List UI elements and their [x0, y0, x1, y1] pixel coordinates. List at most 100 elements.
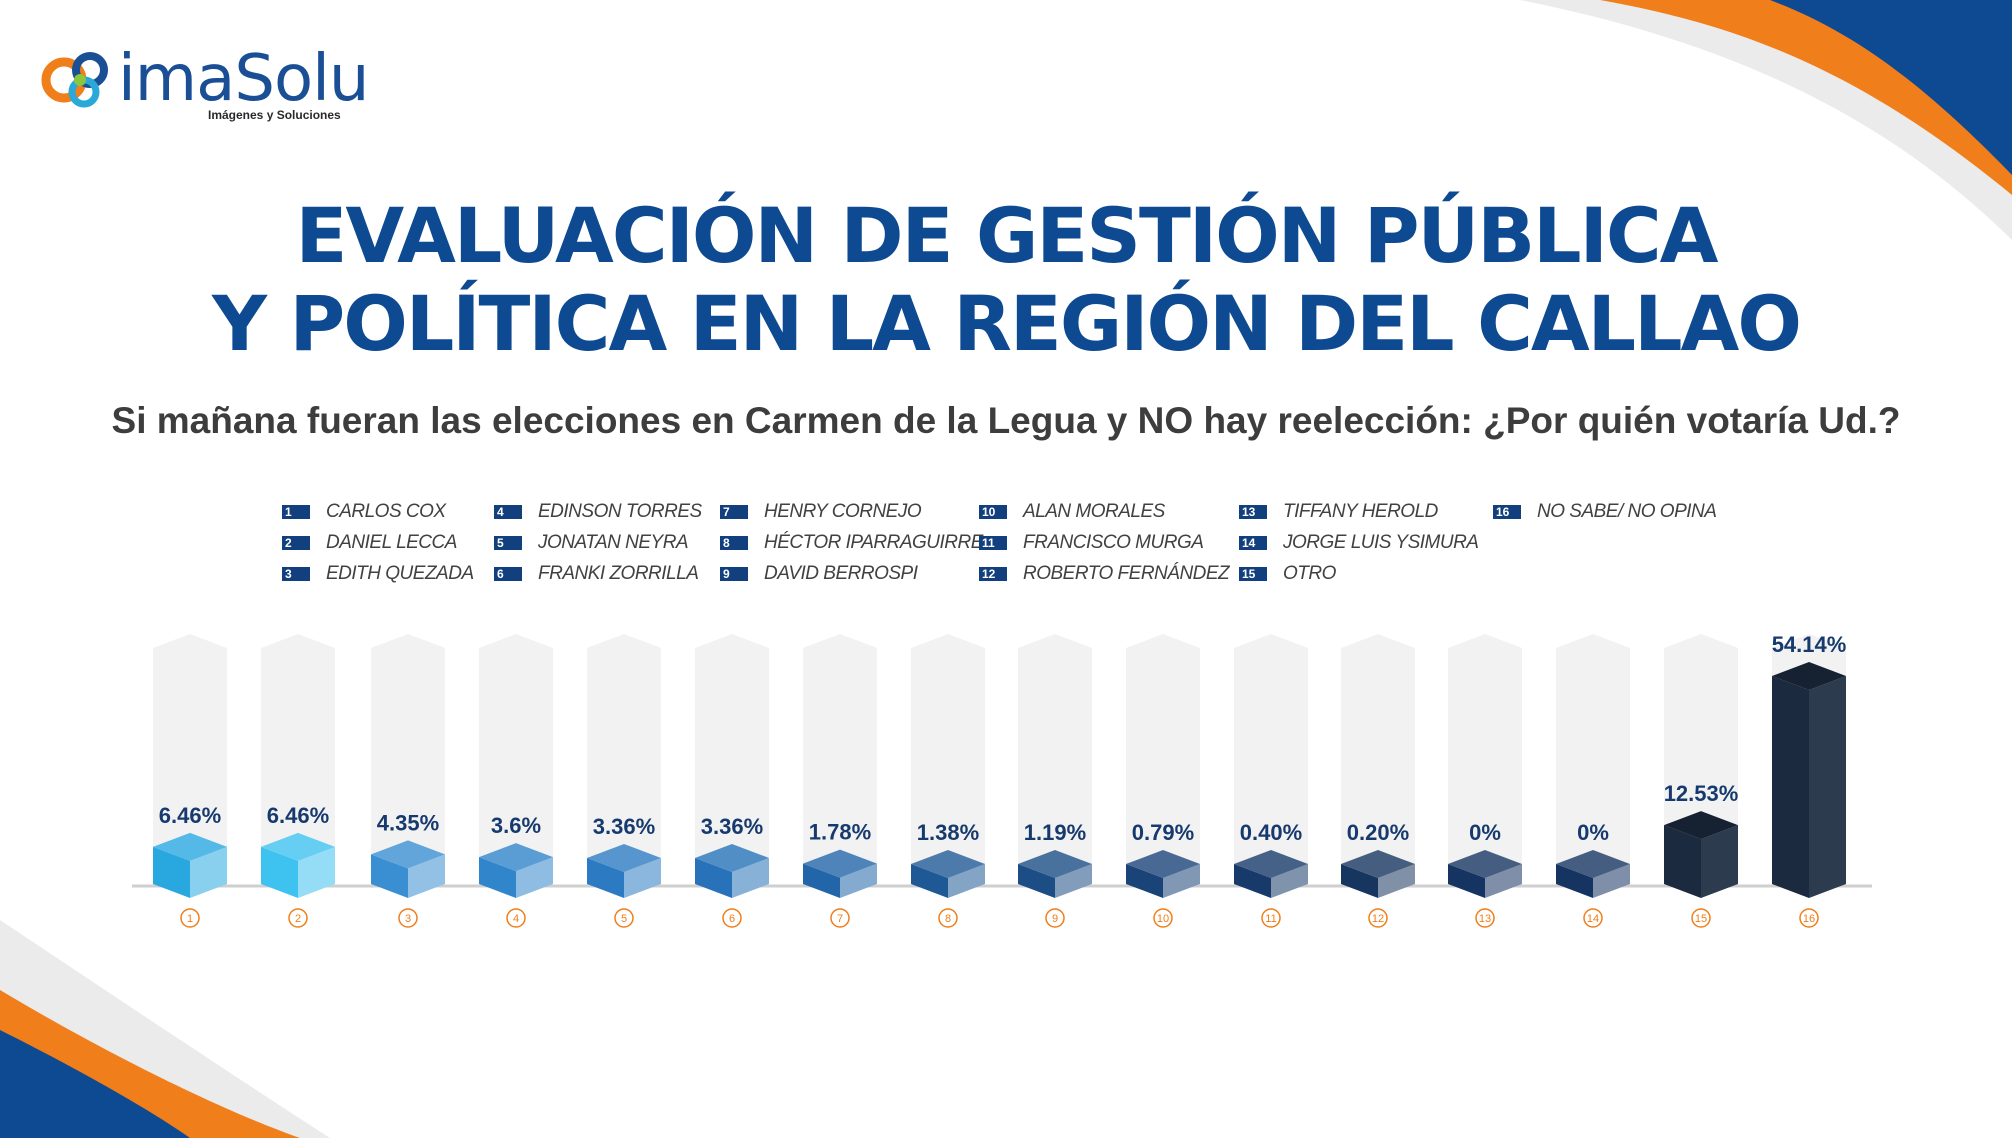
legend-candidate-name: JONATAN NEYRA	[538, 532, 689, 553]
bar-background-7	[803, 634, 877, 884]
bar-4	[479, 843, 553, 898]
legend-number-badge: 15	[1239, 567, 1267, 581]
category-label-8: 8	[945, 913, 951, 925]
bar-background-12	[1341, 634, 1415, 884]
bar-background-3	[371, 634, 445, 884]
bar-6	[695, 843, 769, 898]
bar-background-8	[911, 634, 985, 884]
bar-9	[1018, 850, 1092, 898]
bar-value-label-6: 3.36%	[701, 814, 763, 839]
bar-background-14	[1556, 634, 1630, 884]
bar-2	[261, 832, 335, 898]
legend-item-10: 10 ALAN MORALES	[979, 500, 1165, 524]
category-circle-14	[1583, 908, 1603, 928]
legend-number-badge: 4	[494, 505, 522, 519]
category-circle-4	[506, 908, 526, 928]
imasolu-logo: imaSolu Imágenes y Soluciones	[40, 40, 369, 130]
legend-number-badge: 8	[720, 536, 748, 550]
bar-background-1	[153, 634, 227, 884]
category-circle-7	[830, 908, 850, 928]
legend-item-15: 15 OTRO	[1239, 562, 1336, 586]
legend-item-16: 16 NO SABE/ NO OPINA	[1493, 500, 1717, 524]
category-label-7: 7	[837, 913, 843, 925]
legend-candidate-name: ALAN MORALES	[1023, 501, 1165, 522]
bar-background-6	[695, 634, 769, 884]
category-circle-3	[398, 908, 418, 928]
category-circle-15	[1691, 908, 1711, 928]
category-label-10: 10	[1157, 913, 1169, 925]
legend-number-badge: 14	[1239, 536, 1267, 550]
bar-value-label-4: 3.6%	[491, 813, 541, 838]
legend-candidate-name: HÉCTOR IPARRAGUIRRE	[764, 532, 983, 553]
legend-item-2: 2 DANIEL LECCA	[282, 531, 457, 555]
legend-number-badge: 7	[720, 505, 748, 519]
bar-value-label-2: 6.46%	[267, 803, 329, 828]
bar-background-2	[261, 634, 335, 884]
bar-value-label-8: 1.38%	[917, 820, 979, 845]
bar-10	[1126, 850, 1200, 898]
category-circle-12	[1368, 908, 1388, 928]
legend-item-1: 1 CARLOS COX	[282, 500, 446, 524]
category-label-12: 12	[1372, 913, 1384, 925]
bar-7	[803, 849, 877, 898]
legend-candidate-name: DANIEL LECCA	[326, 532, 457, 553]
legend-number-badge: 13	[1239, 505, 1267, 519]
bar-background-13	[1448, 634, 1522, 884]
legend-candidate-name: NO SABE/ NO OPINA	[1537, 501, 1717, 522]
bar-value-label-13: 0%	[1469, 820, 1501, 845]
bar-3	[371, 840, 445, 898]
bar-value-label-1: 6.46%	[159, 803, 221, 828]
category-label-6: 6	[729, 913, 735, 925]
legend-candidate-name: JORGE LUIS YSIMURA	[1283, 532, 1479, 553]
page-title-line-1: EVALUACIÓN DE GESTIÓN PÚBLICA	[295, 191, 1719, 280]
bar-value-label-12: 0.20%	[1347, 820, 1409, 845]
legend-candidate-name: ROBERTO FERNÁNDEZ	[1023, 563, 1230, 584]
legend-candidate-name: CARLOS COX	[326, 501, 446, 522]
category-circle-5	[614, 908, 634, 928]
bar-value-label-14: 0%	[1577, 820, 1609, 845]
category-circle-11	[1261, 908, 1281, 928]
legend-number-badge: 5	[494, 536, 522, 550]
legend-candidate-name: OTRO	[1283, 563, 1336, 584]
category-label-9: 9	[1052, 913, 1058, 925]
category-label-3: 3	[405, 913, 411, 925]
legend-item-12: 12 ROBERTO FERNÁNDEZ	[979, 562, 1230, 586]
bar-1	[153, 832, 227, 898]
legend-candidate-name: DAVID BERROSPI	[764, 563, 918, 584]
legend-candidate-name: FRANKI ZORRILLA	[538, 563, 699, 584]
legend-number-badge: 16	[1493, 505, 1521, 519]
category-circle-13	[1475, 908, 1495, 928]
brand-name: imaSolu	[118, 42, 369, 116]
bar-8	[911, 850, 985, 898]
bar-value-label-5: 3.36%	[593, 814, 655, 839]
logo-mark-icon	[41, 52, 108, 108]
category-label-15: 15	[1695, 913, 1707, 925]
bar-value-label-10: 0.79%	[1132, 820, 1194, 845]
legend-number-badge: 2	[282, 536, 310, 550]
category-circle-1	[180, 908, 200, 928]
legend-candidate-name: EDITH QUEZADA	[326, 563, 474, 584]
bar-value-label-7: 1.78%	[809, 820, 871, 845]
legend-item-14: 14 JORGE LUIS YSIMURA	[1239, 531, 1479, 555]
category-label-4: 4	[513, 913, 519, 925]
bar-background-5	[587, 634, 661, 884]
bar-value-label-15: 12.53%	[1664, 781, 1739, 806]
legend-item-5: 5 JONATAN NEYRA	[494, 531, 689, 555]
legend-item-7: 7 HENRY CORNEJO	[720, 500, 922, 524]
category-circle-8	[938, 908, 958, 928]
legend-item-8: 8 HÉCTOR IPARRAGUIRRE	[720, 531, 983, 555]
legend-number-badge: 3	[282, 567, 310, 581]
category-circle-2	[288, 908, 308, 928]
category-label-16: 16	[1803, 913, 1815, 925]
legend-item-11: 11 FRANCISCO MURGA	[979, 531, 1204, 555]
category-label-1: 1	[187, 913, 193, 925]
legend-number-badge: 11	[979, 536, 1007, 550]
bar-value-label-11: 0.40%	[1240, 820, 1302, 845]
bar-background-10	[1126, 634, 1200, 884]
legend-item-9: 9 DAVID BERROSPI	[720, 562, 918, 586]
bar-value-label-9: 1.19%	[1024, 820, 1086, 845]
category-circle-9	[1045, 908, 1065, 928]
bar-12	[1341, 850, 1415, 898]
bar-value-label-16: 54.14%	[1772, 632, 1847, 657]
